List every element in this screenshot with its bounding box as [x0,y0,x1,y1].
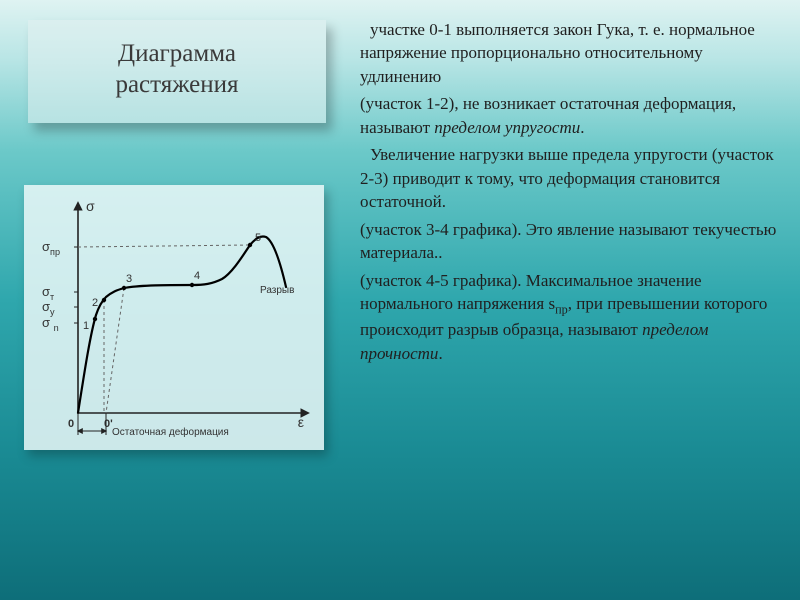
para-4-sub: пр [555,302,568,316]
stress-strain-chart: 12345σεσпрσтσуσ n00'Остаточная деформаци… [24,185,324,450]
svg-text:3: 3 [126,273,132,285]
para-4: (участок 4-5 графика). Максимальное знач… [360,269,780,366]
para-3: (участок 3-4 графика). Это явление назыв… [360,218,780,265]
svg-text:Разрыв: Разрыв [260,285,294,296]
svg-text:ε: ε [298,414,304,430]
svg-text:4: 4 [194,270,200,282]
para-1b-em: пределом упругости [434,118,580,137]
svg-text:σ n: σ n [42,315,59,333]
svg-text:0: 0 [68,418,74,430]
para-4-dot: . [438,344,442,363]
title-box: Диаграмма растяжения [28,20,326,123]
svg-text:2: 2 [92,297,98,309]
para-1a: участке 0-1 выполняется закон Гука, т. е… [360,18,780,88]
para-1b-dot: . [580,118,584,137]
title-line2: растяжения [42,69,312,100]
title-line1: Диаграмма [42,38,312,69]
text-column: участке 0-1 выполняется закон Гука, т. е… [360,18,780,369]
svg-text:1: 1 [83,320,89,332]
svg-text:σпр: σпр [42,239,60,257]
svg-text:Остаточная деформация: Остаточная деформация [112,426,229,438]
slide: Диаграмма растяжения 12345σεσпрσтσуσ n00… [0,0,800,600]
para-2: Увеличение нагрузки выше предела упругос… [360,143,780,213]
svg-text:σ: σ [86,198,95,214]
para-1b: (участок 1-2), не возникает остаточная д… [360,92,780,139]
svg-text:5: 5 [255,232,261,244]
